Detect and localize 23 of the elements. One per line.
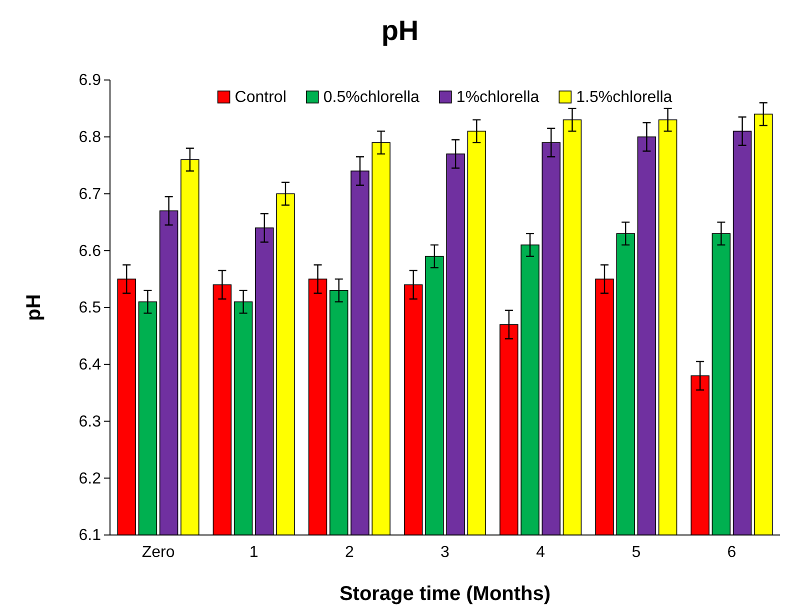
y-tick-label: 6.8	[78, 128, 102, 146]
legend-label: Control	[234, 89, 286, 106]
y-tick-label: 6.2	[78, 470, 102, 488]
y-tick-label: 6.9	[78, 72, 102, 90]
x-tick-label: 3	[440, 544, 450, 562]
y-tick-label: 6.1	[78, 527, 102, 544]
x-tick-label: 6	[727, 544, 736, 562]
legend-label: 1%chlorella	[456, 89, 540, 106]
y-tick-label: 6.4	[78, 356, 102, 374]
x-tick-label: 5	[632, 544, 641, 562]
legend-label: 0.5%chlorella	[323, 89, 420, 106]
y-tick-label: 6.5	[78, 300, 102, 317]
x-tick-label: Zero	[142, 544, 175, 562]
x-tick-label: 1	[249, 544, 258, 562]
y-tick-label: 6.6	[78, 242, 102, 260]
x-tick-label: 4	[536, 544, 546, 562]
x-tick-label: 2	[344, 544, 354, 562]
y-tick-label: 6.7	[78, 186, 102, 203]
y-tick-label: 6.3	[78, 413, 102, 430]
legend-label: 1.5%chlorella	[576, 89, 672, 106]
x-axis-title: Storage time (Months)	[339, 583, 551, 605]
y-axis-title: pH	[23, 294, 45, 321]
chart-title: pH	[381, 15, 419, 46]
